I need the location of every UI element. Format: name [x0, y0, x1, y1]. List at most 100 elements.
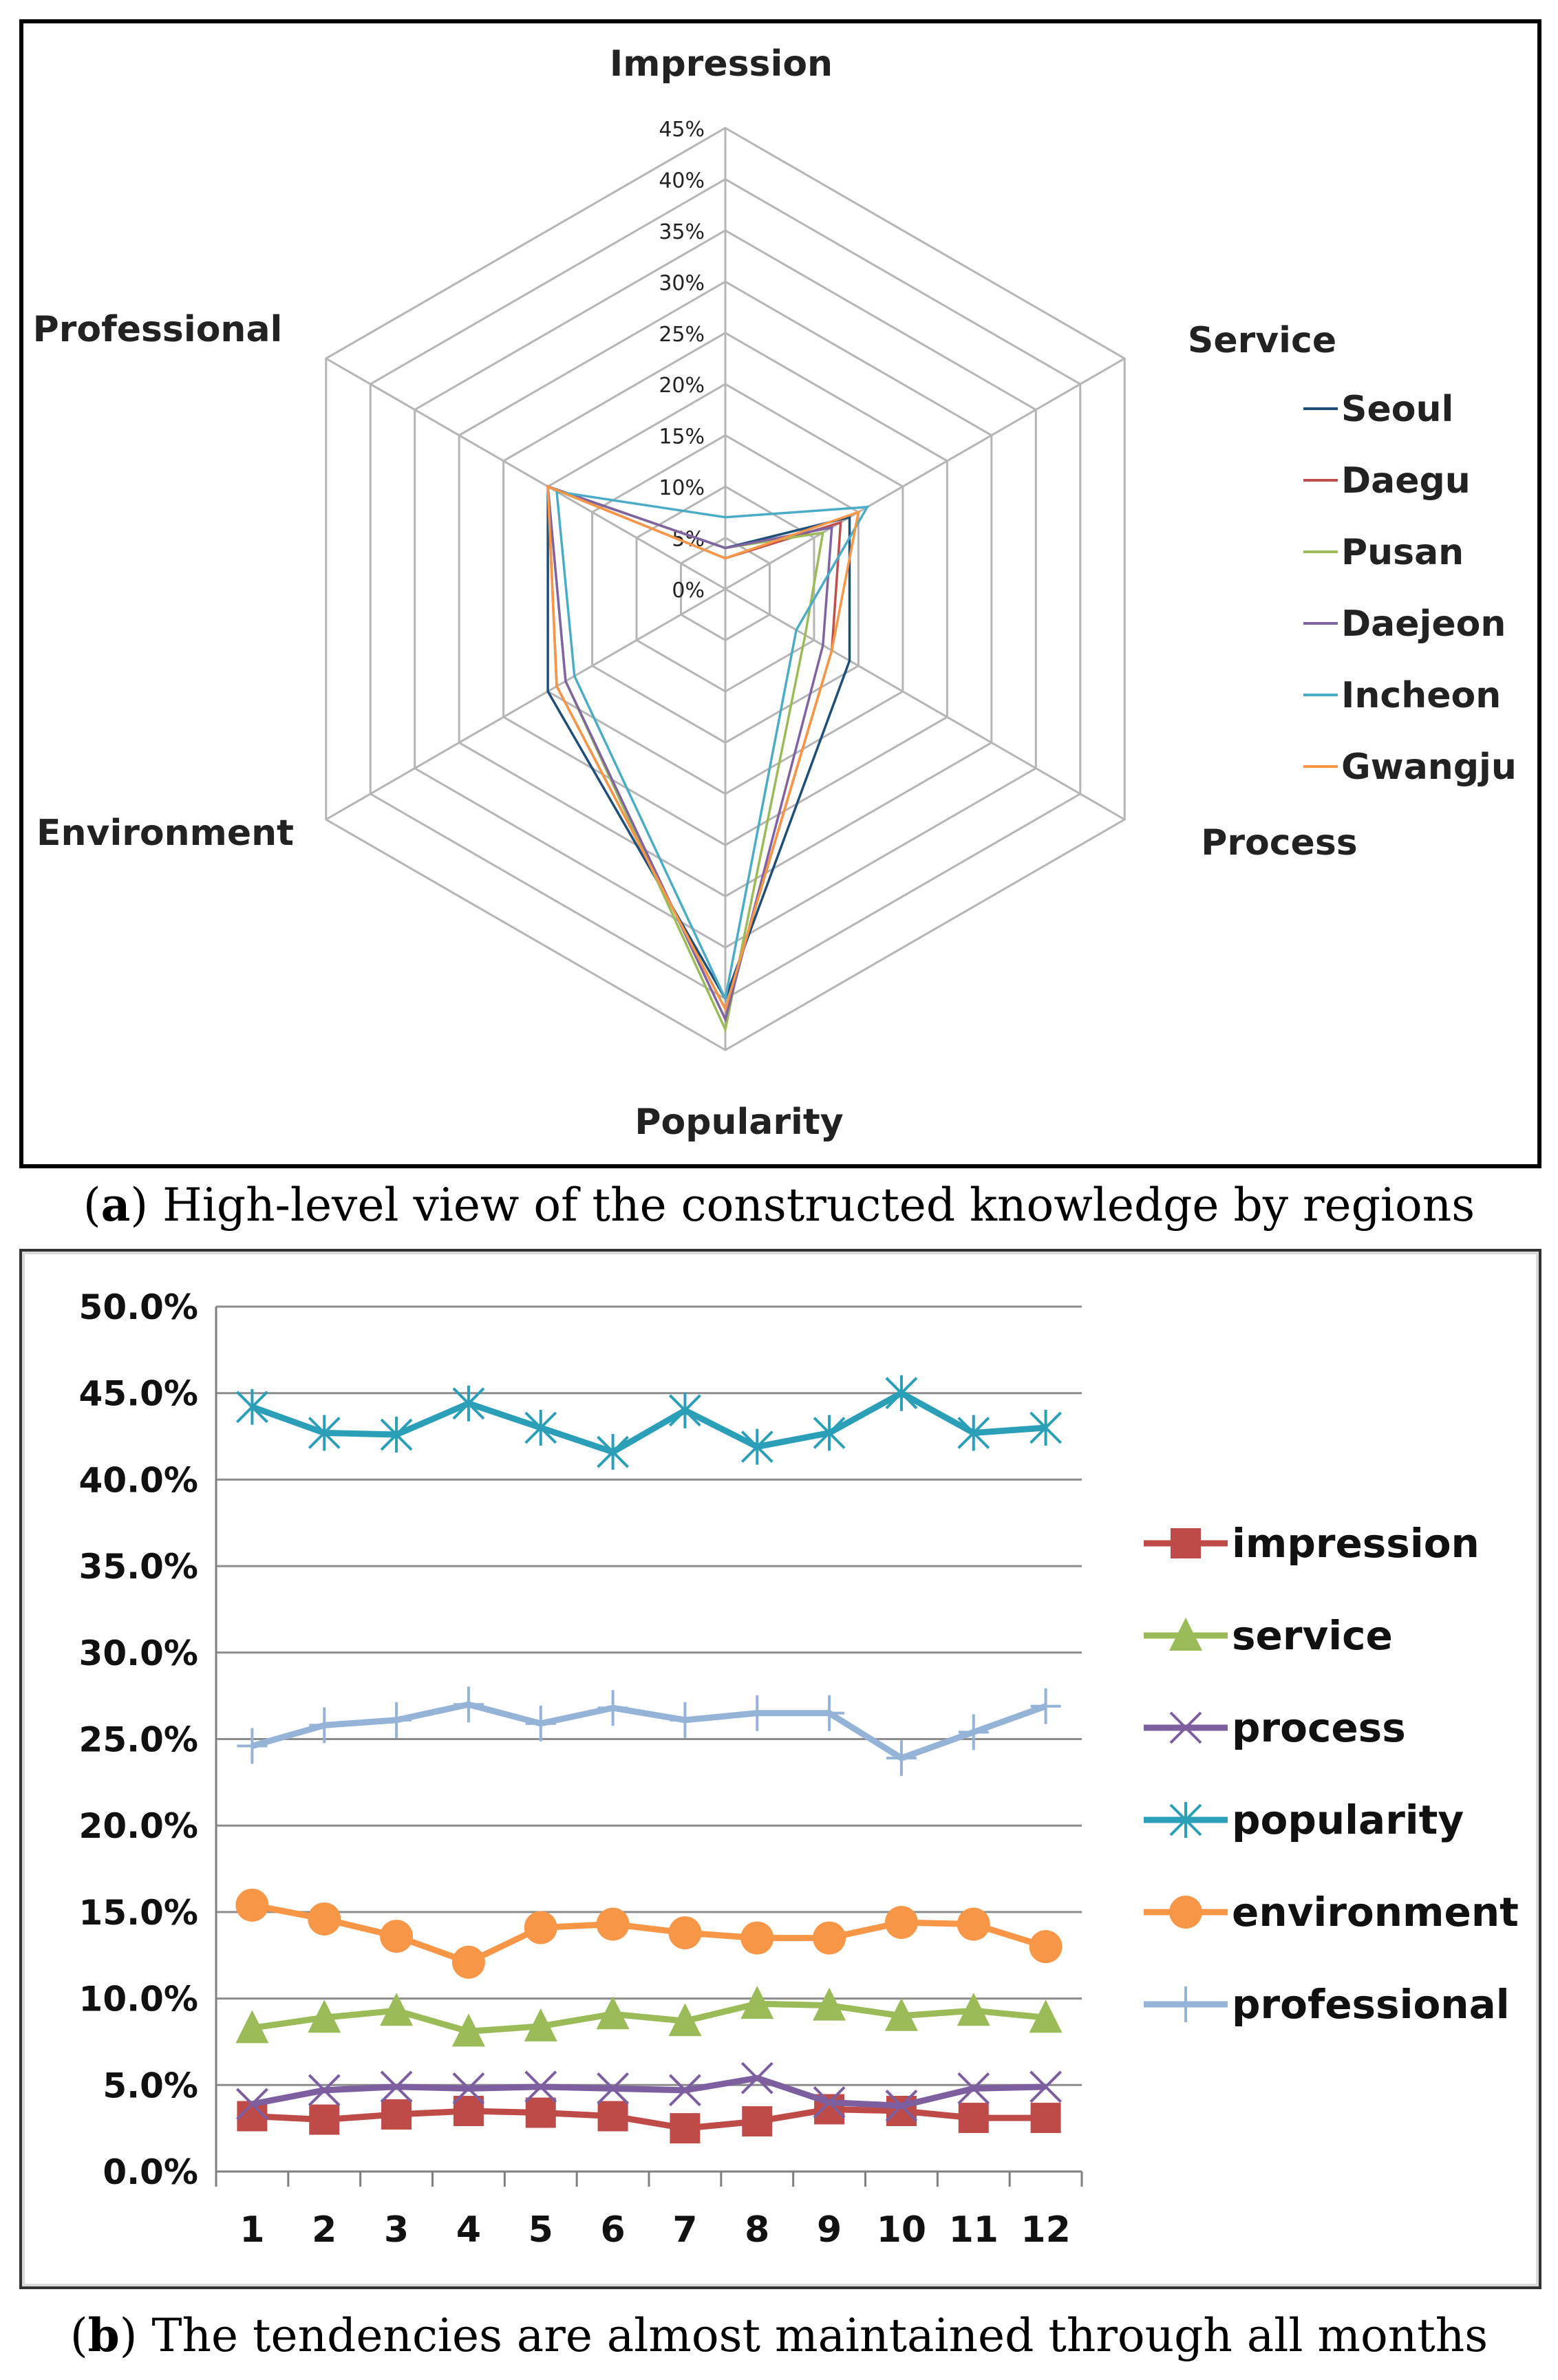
data-point-professional — [1030, 1688, 1061, 1724]
legend-marker-impression — [1171, 1528, 1201, 1558]
data-point-impression — [453, 2096, 484, 2127]
data-point-impression — [309, 2104, 340, 2135]
data-point-process — [885, 2090, 918, 2122]
data-point-popularity — [957, 1415, 990, 1451]
y-tick-label: 10.0% — [79, 1980, 198, 2019]
radar-tick-label: 15% — [659, 425, 705, 449]
data-point-environment — [668, 1916, 702, 1950]
radar-tick-label: 0% — [672, 579, 705, 603]
data-point-popularity — [236, 1389, 268, 1425]
data-point-popularity — [524, 1409, 557, 1446]
radar-tick-label: 30% — [659, 271, 705, 295]
radar-tick-label: 20% — [659, 374, 705, 398]
data-point-process — [524, 2070, 557, 2103]
data-point-professional — [453, 1686, 484, 1723]
data-point-professional — [814, 1695, 845, 1731]
data-point-process — [1029, 2070, 1062, 2103]
legend-marker-professional — [1171, 1986, 1201, 2022]
data-point-professional — [237, 1728, 268, 1764]
data-point-process — [740, 2061, 773, 2094]
radar-axis-label-process: Process — [1201, 822, 1357, 864]
data-point-service — [1029, 2000, 1063, 2033]
data-point-professional — [670, 1702, 701, 1738]
radar-series-incheon — [555, 490, 870, 1003]
legend-marker-environment — [1169, 1896, 1202, 1929]
y-tick-label: 35.0% — [79, 1547, 198, 1587]
y-tick-label: 20.0% — [79, 1806, 198, 1846]
data-point-process — [957, 2072, 990, 2105]
data-point-popularity — [885, 1375, 918, 1411]
data-point-service — [884, 1997, 918, 2031]
series-environment — [235, 1888, 1063, 1979]
data-point-environment — [596, 1907, 630, 1941]
x-tick-label: 10 — [877, 2209, 926, 2251]
radar-axis-label-environment: Environment — [36, 813, 294, 854]
data-point-environment — [235, 1888, 269, 1922]
data-point-service — [308, 2000, 341, 2033]
x-tick-label: 3 — [384, 2209, 409, 2251]
legend-marker-popularity — [1169, 1802, 1202, 1838]
data-point-professional — [597, 1690, 628, 1726]
data-point-popularity — [1029, 1409, 1062, 1446]
data-point-process — [452, 2072, 485, 2105]
legend-label-daegu: Daegu — [1341, 460, 1471, 502]
data-point-popularity — [669, 1392, 701, 1428]
data-point-impression — [597, 2101, 628, 2132]
radar-chart: 0%5%10%15%20%25%30%35%40%45%ImpressionSe… — [33, 43, 1517, 1143]
x-tick-label: 12 — [1021, 2209, 1070, 2251]
data-point-process — [813, 2086, 846, 2119]
series-professional — [237, 1686, 1061, 1777]
radar-axis-label-popularity: Popularity — [634, 1102, 843, 1143]
x-tick-label: 9 — [817, 2209, 842, 2251]
x-tick-label: 11 — [949, 2209, 999, 2251]
series-service — [235, 1986, 1063, 2047]
data-point-service — [668, 2003, 702, 2037]
data-point-service — [380, 1993, 414, 2026]
legend-marker-process — [1169, 1711, 1202, 1744]
line-chart: 0.0% 5.0% 10.0% 15.0% 20.0% 25.0% 30.0% 35.0% 40… — [79, 1287, 1519, 2251]
radar-tick-label: 40% — [659, 169, 705, 193]
data-point-service — [596, 1996, 630, 2030]
data-point-process — [236, 2088, 268, 2121]
series-line-professional — [251, 1701, 1047, 1761]
legend-label-impression: impression — [1232, 1520, 1480, 1567]
x-tick-label: 8 — [745, 2209, 769, 2251]
legend-label-process: process — [1232, 1704, 1406, 1751]
data-point-impression — [237, 2101, 268, 2132]
caption-b: (b) The tendencies are almost maintained… — [70, 2308, 1488, 2362]
radar-tick-label: 10% — [659, 476, 705, 500]
legend-label-environment: environment — [1232, 1889, 1519, 1936]
y-tick-label: 25.0% — [79, 1720, 198, 1760]
data-point-service — [524, 2008, 557, 2041]
y-tick-label: 0.0% — [103, 2152, 198, 2192]
x-tick-label: 5 — [529, 2209, 553, 2251]
data-point-service — [957, 1993, 990, 2026]
data-point-impression — [525, 2097, 556, 2128]
data-point-environment — [451, 1945, 485, 1979]
radar-spoke — [326, 588, 726, 821]
y-tick-label: 40.0% — [79, 1460, 198, 1500]
legend-label-popularity: popularity — [1232, 1797, 1464, 1843]
data-point-impression — [742, 2106, 773, 2137]
data-point-environment — [957, 1907, 990, 1941]
data-point-service — [740, 1986, 774, 2019]
x-tick-label: 7 — [672, 2209, 697, 2251]
radar-spoke — [326, 357, 726, 590]
data-point-popularity — [380, 1417, 413, 1453]
data-point-environment — [813, 1921, 846, 1955]
data-point-professional — [742, 1695, 773, 1731]
series-process — [236, 2061, 1062, 2122]
y-tick-label: 50.0% — [79, 1287, 198, 1327]
series-line-service — [251, 2000, 1047, 2035]
series-line-impression — [252, 2106, 1046, 2132]
data-point-professional — [525, 1705, 556, 1741]
data-point-professional — [309, 1707, 340, 1744]
x-tick-label: 6 — [600, 2209, 625, 2251]
x-tick-label: 2 — [312, 2209, 337, 2251]
radar-axis-label-professional: Professional — [33, 309, 283, 350]
y-tick-label: 5.0% — [103, 2066, 198, 2105]
data-point-process — [380, 2070, 413, 2103]
data-point-environment — [884, 1905, 918, 1939]
series-line-popularity — [250, 1390, 1046, 1455]
series-impression — [237, 2094, 1061, 2144]
